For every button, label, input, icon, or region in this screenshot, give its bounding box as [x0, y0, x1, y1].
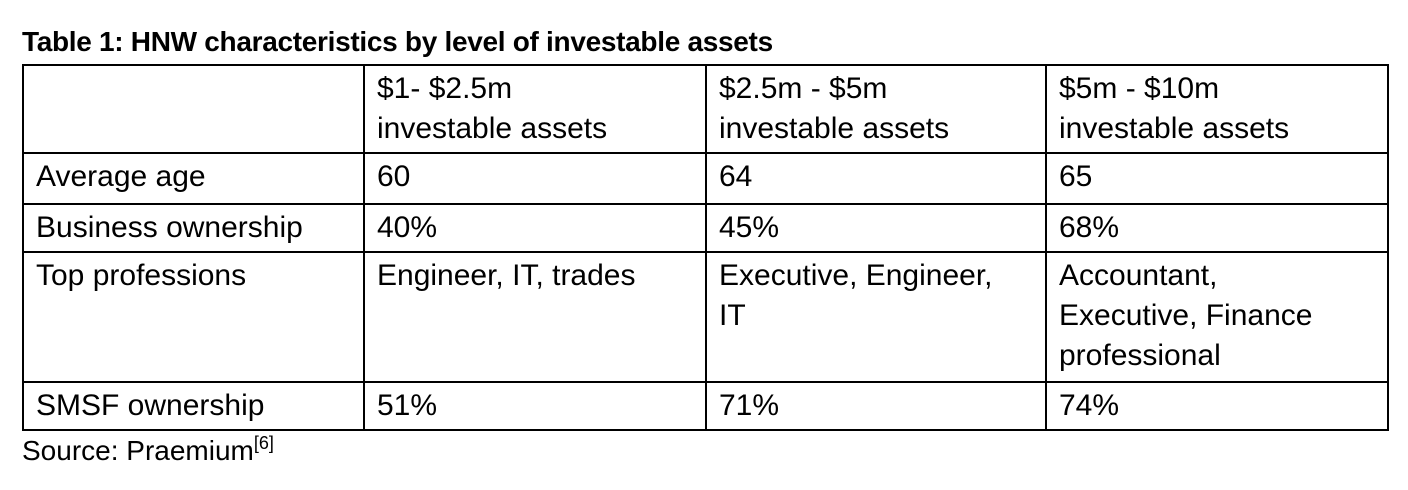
source-note: Source: Praemium[6] — [22, 434, 1388, 468]
header-cell-tier1: $1- $2.5m investable assets — [363, 64, 707, 154]
source-text: Source: Praemium — [22, 435, 254, 466]
table-title: Table 1: HNW characteristics by level of… — [22, 26, 773, 57]
row-label: SMSF ownership — [22, 381, 365, 431]
header-cell-empty — [22, 64, 365, 154]
source-reference: [6] — [253, 433, 274, 453]
table-cell: Accountant, Executive, Finance professio… — [1045, 251, 1389, 383]
table-cell: 68% — [1045, 203, 1389, 253]
table-cell: 51% — [363, 381, 707, 431]
header-cell-tier2: $2.5m - $5m investable assets — [705, 64, 1047, 154]
table-row-smsf-ownership: SMSF ownership 51% 71% 74% — [22, 381, 1389, 431]
table-cell: 74% — [1045, 381, 1389, 431]
table-cell: 65 — [1045, 152, 1389, 205]
table-header-row: $1- $2.5m investable assets $2.5m - $5m … — [22, 64, 1389, 154]
table-cell: 40% — [363, 203, 707, 253]
table-cell: Engineer, IT, trades — [363, 251, 707, 383]
row-label: Top professions — [22, 251, 365, 383]
table-row-average-age: Average age 60 64 65 — [22, 152, 1389, 205]
document-page: Table 1: HNW characteristics by level of… — [22, 26, 1389, 468]
header-cell-tier3: $5m - $10m investable assets — [1045, 64, 1389, 154]
table-cell: 45% — [705, 203, 1047, 253]
row-label: Business ownership — [22, 203, 365, 253]
table-cell: 60 — [363, 152, 707, 205]
table-row-business-ownership: Business ownership 40% 45% 68% — [22, 203, 1389, 253]
table-cell: Executive, Engineer, IT — [705, 251, 1047, 383]
row-label: Average age — [22, 152, 365, 205]
table-cell: 64 — [705, 152, 1047, 205]
hnw-characteristics-table: $1- $2.5m investable assets $2.5m - $5m … — [22, 64, 1389, 431]
table-row-top-professions: Top professions Engineer, IT, trades Exe… — [22, 251, 1389, 383]
table-cell: 71% — [705, 381, 1047, 431]
